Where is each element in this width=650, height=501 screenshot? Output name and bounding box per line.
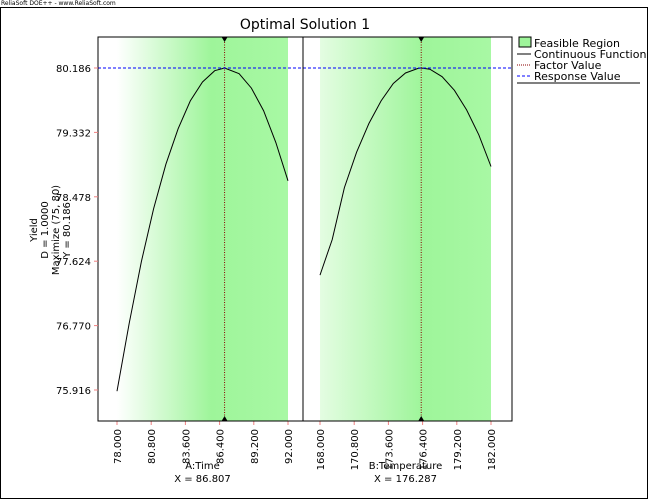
- x-tick-label: 92.000: [284, 429, 295, 464]
- x-tick-label: 168.000: [316, 429, 327, 470]
- factor-marker-bottom: [221, 416, 228, 421]
- y-axis-label: Y = 80.186: [62, 202, 73, 259]
- x-tick-label: 86.400: [216, 429, 227, 464]
- x-tick-label: 89.200: [250, 429, 261, 464]
- x-axis-label: B:Temperature: [369, 461, 443, 472]
- y-tick-label: 76.770: [56, 322, 91, 333]
- legend-item: Factor Value: [534, 59, 602, 72]
- chart-title: Optimal Solution 1: [240, 17, 370, 33]
- x-axis-label: A:Time: [185, 461, 220, 472]
- feasible-region: [117, 37, 288, 421]
- factor-marker-top: [418, 37, 425, 42]
- x-tick-label: 83.600: [181, 429, 192, 464]
- y-tick-label: 79.332: [56, 128, 91, 139]
- x-value-label: X = 176.287: [374, 474, 437, 485]
- legend-item: Continuous Function: [534, 48, 646, 61]
- y-tick-label: 75.916: [56, 386, 91, 397]
- brand-text: ReliaSoft DOE++ - www.ReliaSoft.com: [1, 0, 116, 7]
- x-value-label: X = 86.807: [174, 474, 231, 485]
- continuous-function-curve: [319, 67, 492, 276]
- chart-frame: [0, 7, 648, 499]
- x-tick-label: 78.000: [113, 429, 124, 464]
- feasible-region: [320, 37, 491, 421]
- x-tick-label: 182.000: [487, 429, 498, 470]
- x-tick-label: 176.400: [419, 429, 430, 470]
- factor-marker-bottom: [418, 416, 425, 421]
- y-axis-label: Yield: [29, 218, 40, 243]
- legend-item: Response Value: [534, 70, 621, 83]
- legend-swatch-feasible: [518, 36, 532, 48]
- factor-marker-top: [221, 37, 228, 42]
- y-tick-label: 80.186: [56, 64, 91, 75]
- y-axis-label: D = 1.0000: [40, 201, 51, 258]
- x-tick-label: 173.600: [384, 429, 395, 470]
- y-axis-label: Maximize (75, 80): [51, 185, 62, 275]
- x-tick-label: 179.200: [453, 429, 464, 470]
- legend-item: Feasible Region: [534, 37, 620, 50]
- x-tick-label: 170.800: [350, 429, 361, 470]
- y-tick-label: 77.624: [56, 257, 91, 268]
- plot-border: [97, 36, 513, 422]
- y-tick-label: 78.478: [56, 193, 91, 204]
- x-tick-label: 80.800: [147, 429, 158, 464]
- continuous-function-curve: [116, 67, 289, 392]
